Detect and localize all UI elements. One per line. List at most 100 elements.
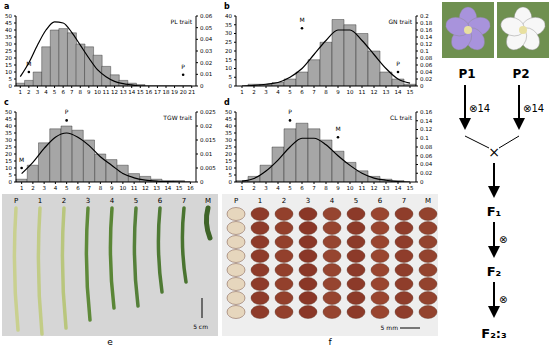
- svg-text:0: 0: [420, 83, 424, 89]
- svg-text:40: 40: [5, 27, 12, 33]
- svg-text:0.18: 0.18: [420, 20, 433, 26]
- svg-text:10: 10: [5, 69, 12, 75]
- svg-text:13: 13: [120, 89, 127, 95]
- svg-text:0.025: 0.025: [200, 109, 216, 115]
- svg-text:50: 50: [225, 109, 232, 115]
- svg-text:M: M: [26, 60, 31, 67]
- svg-text:7: 7: [312, 89, 316, 95]
- svg-text:F₂: F₂: [487, 264, 502, 279]
- svg-text:10: 10: [94, 89, 101, 95]
- svg-text:8: 8: [99, 185, 103, 191]
- svg-text:6: 6: [61, 89, 65, 95]
- svg-text:45: 45: [5, 20, 12, 26]
- svg-text:16: 16: [145, 89, 152, 95]
- svg-text:10: 10: [225, 65, 232, 71]
- svg-text:12: 12: [111, 89, 118, 95]
- svg-text:0.12: 0.12: [420, 41, 432, 47]
- svg-text:7: 7: [70, 89, 74, 95]
- svg-text:0: 0: [200, 83, 204, 89]
- svg-text:18: 18: [163, 89, 170, 95]
- svg-text:40: 40: [5, 123, 12, 129]
- svg-text:0.04: 0.04: [420, 69, 433, 75]
- svg-text:35: 35: [5, 34, 12, 40]
- svg-text:10: 10: [119, 185, 126, 191]
- svg-text:5 cm: 5 cm: [193, 323, 208, 330]
- svg-text:15: 15: [137, 89, 144, 95]
- svg-text:10: 10: [225, 165, 232, 171]
- svg-text:M: M: [335, 125, 340, 132]
- svg-text:4: 4: [54, 185, 58, 191]
- svg-text:0.02: 0.02: [200, 60, 212, 66]
- svg-text:⊗: ⊗: [499, 294, 507, 305]
- svg-text:0.02: 0.02: [420, 170, 432, 176]
- svg-text:0.02: 0.02: [200, 123, 212, 129]
- svg-text:17: 17: [154, 89, 161, 95]
- svg-text:4: 4: [110, 197, 115, 205]
- svg-text:0.005: 0.005: [200, 165, 216, 171]
- svg-text:6: 6: [158, 197, 163, 205]
- svg-text:0.16: 0.16: [420, 109, 433, 115]
- svg-text:45: 45: [225, 116, 232, 122]
- svg-text:M: M: [425, 197, 431, 205]
- svg-text:5 mm: 5 mm: [381, 324, 399, 331]
- svg-text:30: 30: [5, 137, 12, 143]
- svg-text:⊗14: ⊗14: [469, 103, 490, 114]
- svg-text:20: 20: [180, 89, 187, 95]
- svg-text:⊗14: ⊗14: [523, 103, 544, 114]
- svg-text:1: 1: [20, 185, 24, 191]
- svg-text:25: 25: [225, 39, 232, 45]
- svg-text:5: 5: [354, 197, 358, 205]
- svg-text:11: 11: [103, 89, 110, 95]
- svg-text:14: 14: [128, 89, 135, 95]
- svg-text:M: M: [299, 16, 304, 23]
- svg-text:5: 5: [288, 185, 292, 191]
- svg-text:0.06: 0.06: [200, 13, 213, 19]
- svg-text:P: P: [396, 60, 400, 67]
- svg-text:20: 20: [225, 151, 232, 157]
- svg-text:P: P: [234, 197, 238, 205]
- svg-text:10: 10: [5, 165, 12, 171]
- svg-text:F₂:₃: F₂:₃: [481, 326, 506, 341]
- svg-text:3: 3: [264, 89, 268, 95]
- svg-text:0.04: 0.04: [200, 36, 213, 42]
- svg-text:15: 15: [225, 57, 232, 63]
- svg-text:3: 3: [264, 185, 268, 191]
- svg-text:⊗: ⊗: [499, 234, 507, 245]
- svg-text:30: 30: [225, 137, 232, 143]
- svg-text:7: 7: [87, 185, 91, 191]
- svg-text:5: 5: [229, 74, 233, 80]
- svg-text:9: 9: [336, 89, 340, 95]
- svg-text:M: M: [205, 197, 211, 205]
- svg-text:0.16: 0.16: [420, 27, 433, 33]
- svg-text:0: 0: [229, 83, 233, 89]
- svg-text:2: 2: [27, 89, 31, 95]
- svg-text:1: 1: [240, 185, 244, 191]
- svg-text:7: 7: [402, 197, 406, 205]
- svg-text:40: 40: [225, 13, 232, 19]
- svg-text:30: 30: [225, 30, 232, 36]
- svg-text:0: 0: [9, 179, 13, 185]
- svg-text:0.14: 0.14: [420, 118, 433, 124]
- svg-text:40: 40: [225, 123, 232, 129]
- svg-text:P1: P1: [458, 67, 475, 81]
- svg-text:2: 2: [252, 89, 256, 95]
- svg-text:0: 0: [200, 179, 204, 185]
- svg-text:P: P: [288, 108, 292, 115]
- svg-text:13: 13: [153, 185, 160, 191]
- svg-text:25: 25: [5, 144, 12, 150]
- svg-text:0: 0: [9, 83, 13, 89]
- svg-text:5: 5: [65, 185, 69, 191]
- svg-text:30: 30: [5, 41, 12, 47]
- svg-text:20: 20: [225, 48, 232, 54]
- svg-text:0.2: 0.2: [420, 13, 429, 19]
- svg-text:9: 9: [110, 185, 114, 191]
- svg-text:14: 14: [395, 89, 402, 95]
- svg-text:×: ×: [488, 144, 500, 160]
- svg-text:1: 1: [258, 197, 262, 205]
- svg-text:7: 7: [182, 197, 186, 205]
- svg-text:13: 13: [383, 185, 390, 191]
- svg-text:25: 25: [225, 144, 232, 150]
- svg-text:0.1: 0.1: [420, 135, 429, 141]
- svg-text:0.015: 0.015: [200, 137, 216, 143]
- svg-text:8: 8: [324, 185, 328, 191]
